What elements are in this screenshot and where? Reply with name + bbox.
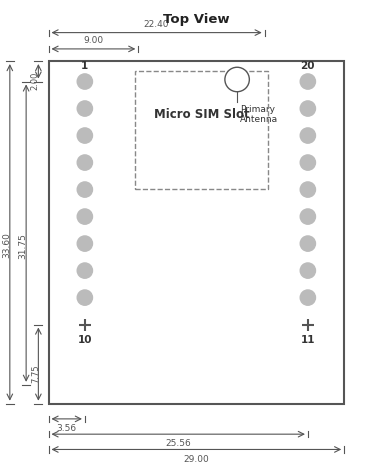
Circle shape — [300, 182, 315, 197]
Circle shape — [300, 290, 315, 305]
Text: Primary
Antenna: Primary Antenna — [240, 105, 278, 125]
Text: 3.56: 3.56 — [57, 424, 77, 433]
Text: 29.00: 29.00 — [184, 454, 209, 463]
Circle shape — [300, 263, 315, 278]
Text: 33.60: 33.60 — [2, 232, 11, 258]
Circle shape — [225, 67, 249, 92]
Circle shape — [77, 263, 92, 278]
Text: 9.00: 9.00 — [83, 36, 104, 45]
Bar — [135, 71, 268, 188]
Text: 10: 10 — [78, 335, 92, 345]
Text: 2.00: 2.00 — [31, 71, 40, 90]
Circle shape — [77, 74, 92, 89]
Circle shape — [77, 209, 92, 224]
Text: X1: X1 — [231, 75, 243, 84]
Circle shape — [300, 128, 315, 143]
Text: 20: 20 — [301, 61, 315, 71]
Text: Micro SIM Slot: Micro SIM Slot — [154, 108, 249, 121]
Circle shape — [300, 236, 315, 251]
Circle shape — [300, 155, 315, 170]
Bar — [49, 61, 344, 404]
Text: Top View: Top View — [163, 13, 230, 26]
Circle shape — [77, 182, 92, 197]
Text: 22.40: 22.40 — [144, 20, 169, 29]
Circle shape — [77, 290, 92, 305]
Text: 7.75: 7.75 — [31, 364, 40, 383]
Circle shape — [77, 236, 92, 251]
Circle shape — [300, 74, 315, 89]
Text: 11: 11 — [301, 335, 315, 345]
Circle shape — [77, 128, 92, 143]
Text: 25.56: 25.56 — [165, 439, 191, 448]
Circle shape — [300, 101, 315, 116]
Text: 1: 1 — [81, 61, 88, 71]
Text: 31.75: 31.75 — [19, 233, 27, 259]
Circle shape — [300, 209, 315, 224]
Circle shape — [77, 101, 92, 116]
Circle shape — [77, 155, 92, 170]
